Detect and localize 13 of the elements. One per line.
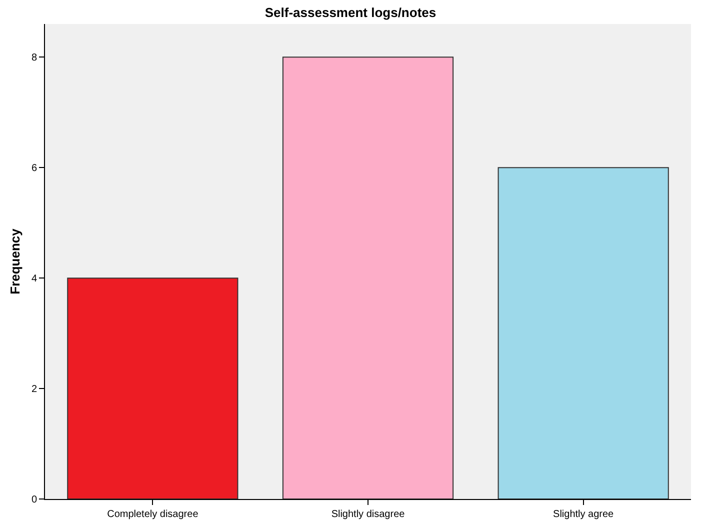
bar [67,278,238,499]
bar [282,56,454,499]
y-tick-label: 6 [31,163,38,174]
y-tick-label: 4 [31,274,38,285]
x-tick-label: Completely disagree [107,509,199,520]
x-tick-label: Slightly agree [553,509,614,520]
y-tick-label: 2 [31,384,38,396]
y-axis-title: Frequency [7,228,22,294]
y-tick-label: 0 [31,494,38,506]
y-tick-label: 8 [31,52,38,64]
x-tick-label: Slightly disagree [331,509,406,520]
chart-title: Self-assessment logs/notes [264,5,436,20]
bar [498,167,669,499]
